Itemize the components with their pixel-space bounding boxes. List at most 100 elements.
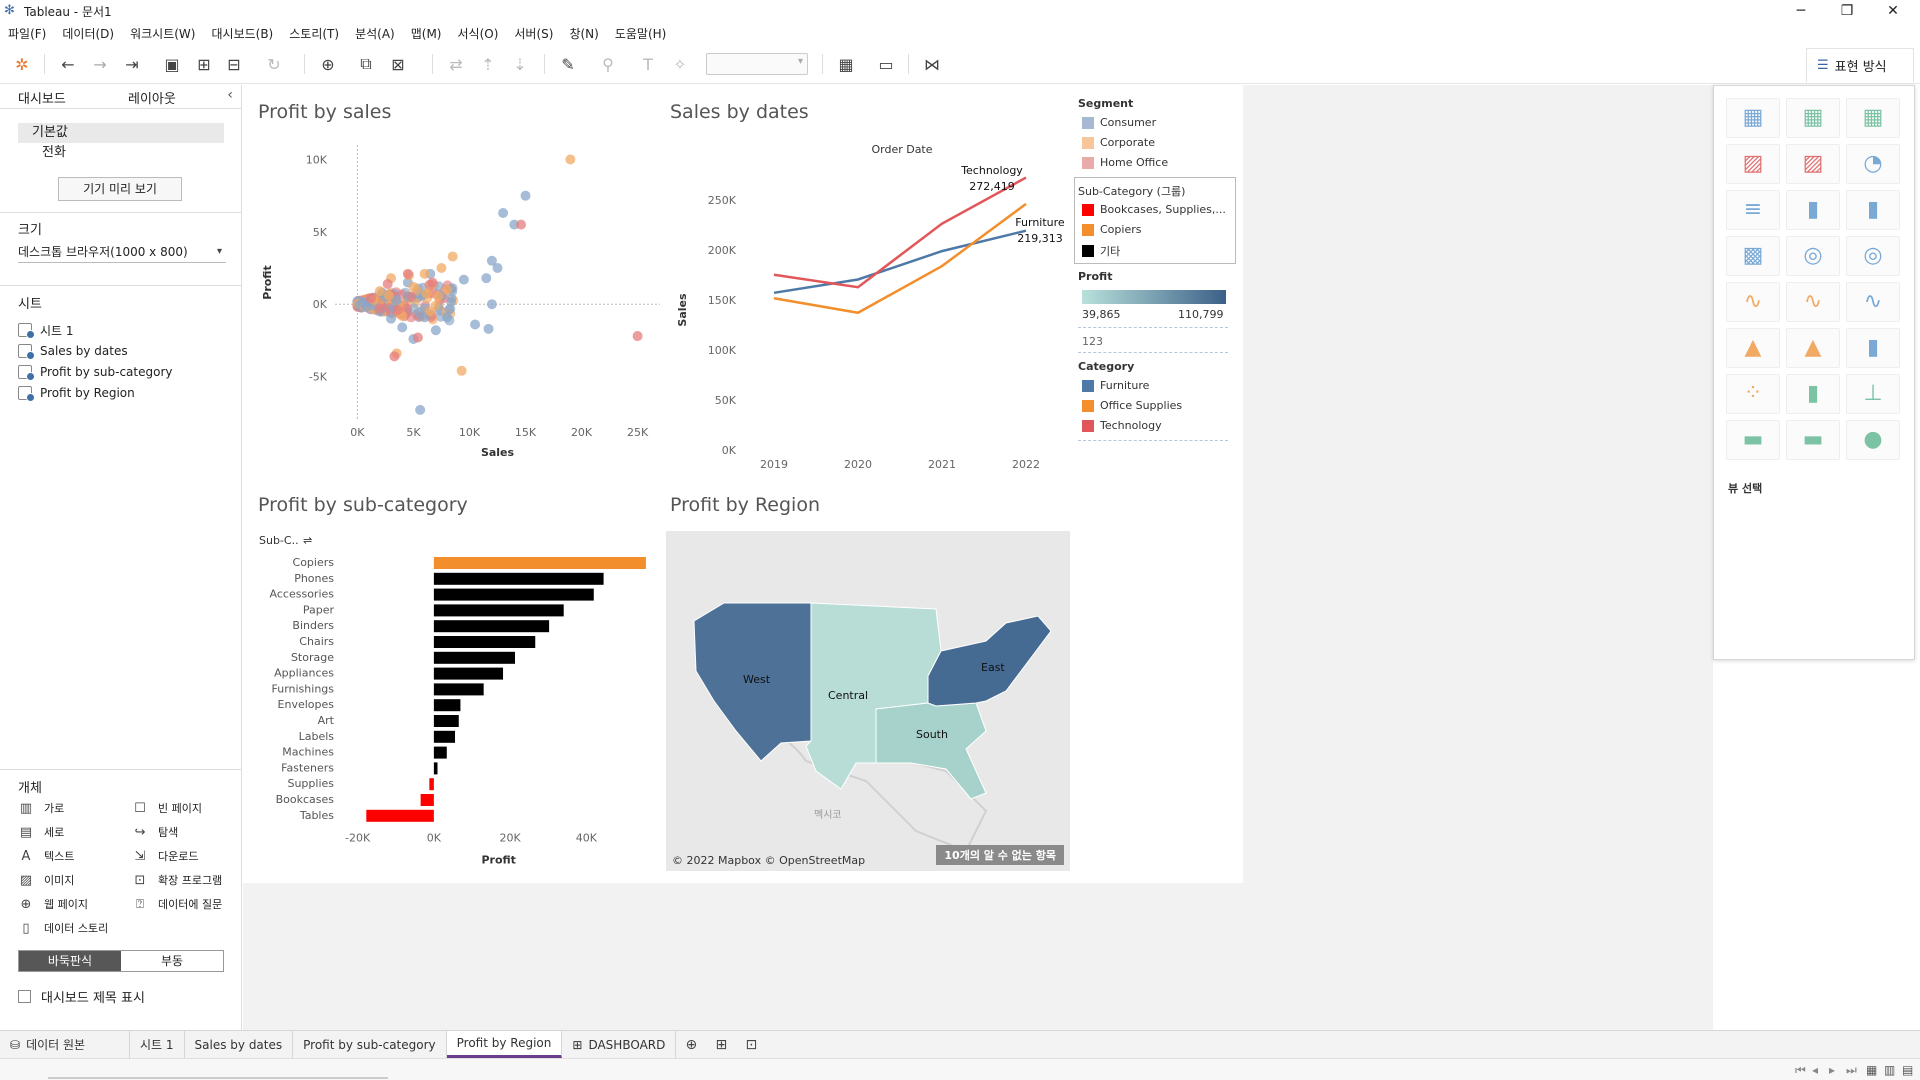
horizontal-scrollbar[interactable] [48,1077,388,1079]
legend-item-consumer[interactable]: Consumer [1082,116,1156,129]
sort-desc-icon[interactable]: ⇣ [513,54,527,74]
sheet-item[interactable]: Profit by sub-category [18,362,173,382]
show-me-chart-option[interactable]: ▮ [1846,328,1900,368]
show-me-chart-option[interactable]: ▦ [1786,98,1840,138]
show-me-chart-option[interactable]: ≡ [1726,190,1780,230]
checkbox-icon[interactable] [18,990,31,1003]
show-me-chart-option[interactable]: ⁘ [1726,374,1780,414]
show-me-chart-option[interactable]: ⊥ [1846,374,1900,414]
legend-item-technology[interactable]: Technology [1082,419,1162,432]
show-me-chart-option[interactable]: ▩ [1726,236,1780,276]
object-web-page[interactable]: ⊕ 웹 페이지 [18,894,88,914]
object-data-story[interactable]: ▯ 데이터 스토리 [18,918,108,938]
show-me-chart-option[interactable]: ▲ [1786,328,1840,368]
device-preview-button[interactable]: 기기 미리 보기 [58,177,182,201]
menu-data[interactable]: 데이터(D) [62,26,115,41]
show-me-chart-option[interactable]: ∿ [1846,282,1900,322]
device-phone[interactable]: 전화 [42,145,66,160]
tableau-home-icon[interactable]: ✲ [15,54,29,74]
new-story-tab-icon[interactable]: ⊡ [745,1036,758,1053]
tab-dashboard[interactable]: 대시보드 [18,92,66,107]
next-sheet-icon[interactable]: ▸ [1829,1063,1836,1077]
menu-format[interactable]: 서식(O) [457,26,499,41]
legend-item-copiers[interactable]: Copiers [1082,223,1141,236]
profit-by-subcategory-chart[interactable]: Sub-C.. ⇌ Copiers Phones Accessories Paper Bin… [255,530,665,870]
object-horizontal[interactable]: ▥ 가로 [19,800,65,816]
show-title-checkbox[interactable]: 대시보드 제목 표시 [18,987,145,1006]
sheet-item[interactable]: Sales by dates [18,341,128,361]
object-navigation[interactable]: ↪ 탐색 [132,822,179,842]
show-me-chart-option[interactable]: ∿ [1786,282,1840,322]
undo-icon[interactable]: ← [61,54,75,74]
show-me-chart-option[interactable]: ∿ [1726,282,1780,322]
legend-item-office-supplies[interactable]: Office Supplies [1082,399,1182,412]
dashboard-tab[interactable]: ⊞ DASHBOARD [562,1031,677,1058]
collapse-pane-icon[interactable]: ‹ [227,87,233,103]
object-vertical[interactable]: ▤ 세로 [19,824,65,840]
share-icon[interactable]: ⋈ [924,54,940,74]
restore-button[interactable]: ❐ [1840,3,1854,19]
show-me-chart-option[interactable]: ▲ [1726,328,1780,368]
show-me-chart-option[interactable]: ◎ [1786,236,1840,276]
sheet-item[interactable]: Profit by Region [18,383,135,403]
show-me-chart-option[interactable]: ▮ [1846,190,1900,230]
pin-icon[interactable]: ✧ [673,54,687,74]
new-dashboard-tab-icon[interactable]: ⊞ [715,1036,728,1053]
sales-by-dates-chart[interactable]: Order Date 0K 50K 100K 150K 200K 250K 2019 2020 2… [670,130,1080,480]
refresh-icon[interactable]: ↻ [267,54,281,74]
show-me-chart-option[interactable]: ▬ [1726,420,1780,460]
show-me-chart-option[interactable]: ▨ [1786,144,1840,184]
show-me-chart-option[interactable]: ▨ [1726,144,1780,184]
legend-item-home-office[interactable]: Home Office [1082,156,1168,169]
profit-by-region-map[interactable]: West Central South East 멕시코 © 2022 Mapbo… [666,531,1070,871]
unknown-items-badge[interactable]: 10개의 알 수 없는 항목 [936,845,1064,865]
sheet-tab[interactable]: Profit by sub-category [293,1031,447,1058]
sheet-tab[interactable]: Sales by dates [185,1031,294,1058]
device-default[interactable]: 기본값 [18,123,224,143]
replace-data-icon[interactable]: ⇥ [125,54,139,74]
sheet-tab[interactable]: 시트 1 [130,1031,185,1058]
object-text[interactable]: A 텍스트 [18,846,75,866]
labels-icon[interactable]: T [643,54,653,74]
data-source-tab[interactable]: ⛁ 데이터 원본 [0,1031,130,1058]
menu-file[interactable]: 파일(F) [8,26,47,41]
object-image[interactable]: ▨ 이미지 [19,872,75,888]
tiled-option[interactable]: 바둑판식 [19,951,121,971]
minimize-button[interactable]: ─ [1796,3,1806,19]
show-sheet-sorter-icon[interactable]: ▥ [1884,1063,1896,1077]
menu-window[interactable]: 창(N) [569,26,599,41]
object-blank[interactable]: ☐ 빈 페이지 [132,798,202,818]
legend-item-corporate[interactable]: Corporate [1082,136,1155,149]
last-sheet-icon[interactable]: ⏭ [1846,1063,1857,1077]
new-data-source-icon[interactable]: ⊞ [197,54,211,74]
legend-item-other[interactable]: 기타 [1082,243,1120,259]
object-extension[interactable]: ⊡ 확장 프로그램 [132,870,223,890]
menu-worksheet[interactable]: 워크시트(W) [130,26,196,41]
new-worksheet-tab-icon[interactable]: ⊕ [685,1036,698,1053]
show-me-chart-option[interactable]: ▬ [1786,420,1840,460]
menu-dashboard[interactable]: 대시보드(B) [211,26,274,41]
tab-layout[interactable]: 레이아웃 [128,92,176,107]
redo-icon[interactable]: → [93,54,107,74]
prev-sheet-icon[interactable]: ◂ [1812,1063,1819,1077]
menu-server[interactable]: 서버(S) [514,26,554,41]
first-sheet-icon[interactable]: ⏮ [1795,1063,1806,1077]
profit-by-sales-chart[interactable]: 10K 5K 0K -5K 0K 5K 10K 15K 20K 25K Sales Profit [255,130,665,480]
show-me-chart-option[interactable]: ▮ [1786,374,1840,414]
object-ask-data[interactable]: ⍰ 데이터에 질문 [132,894,222,914]
legend-item-bookcases[interactable]: Bookcases, Supplies,... [1082,203,1226,216]
profit-color-ramp[interactable] [1082,290,1226,304]
clear-sheet-icon[interactable]: ⊠ [391,54,405,74]
show-me-chart-option[interactable]: ● [1846,420,1900,460]
menu-help[interactable]: 도움말(H) [614,26,667,41]
show-tabs-icon[interactable]: ▤ [1902,1063,1914,1077]
show-filmstrip-icon[interactable]: ▦ [1866,1063,1878,1077]
menu-story[interactable]: 스토리(T) [289,26,340,41]
show-me-chart-option[interactable]: ◔ [1846,144,1900,184]
pause-updates-icon[interactable]: ⊟ [227,54,241,74]
show-cards-icon[interactable]: ▦ [838,54,854,74]
fit-select[interactable] [706,53,808,75]
sheet-tab-active[interactable]: Profit by Region [446,1031,563,1058]
floating-option[interactable]: 부동 [160,954,184,968]
duplicate-sheet-icon[interactable]: ⧉ [360,54,372,73]
